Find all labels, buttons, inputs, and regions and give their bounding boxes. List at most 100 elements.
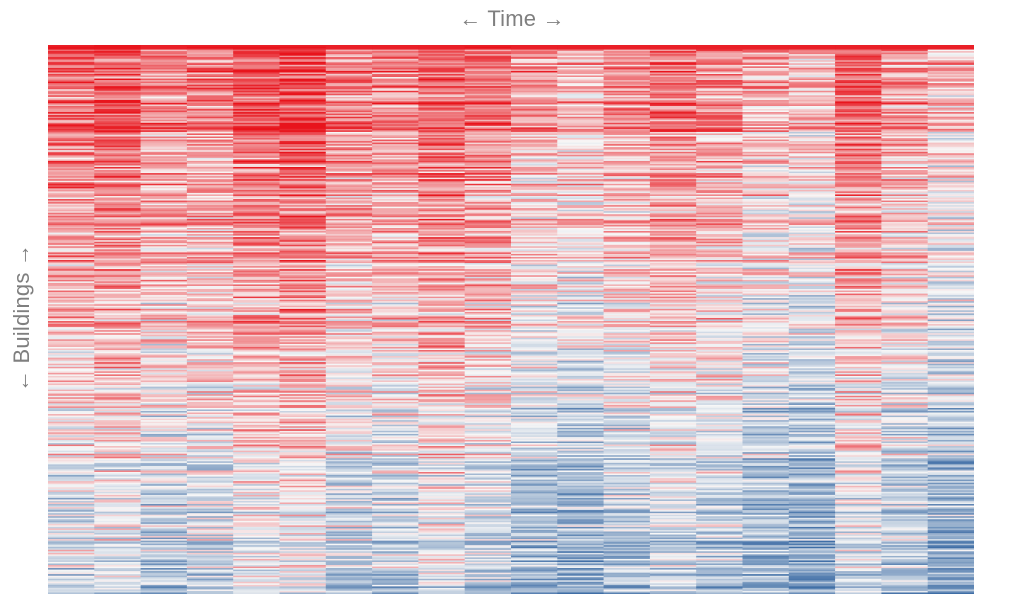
heatmap-cell [511,363,558,366]
heatmap-cell [418,243,466,246]
heatmap-cell [48,520,95,523]
heatmap-cell [603,255,651,258]
heatmap-cell [603,153,651,156]
heatmap-cell [48,458,95,461]
heatmap-cell [186,444,234,447]
heatmap-cell [186,549,234,552]
heatmap-cell [279,237,327,240]
heatmap-cell [557,138,605,140]
heatmap-cell [464,215,512,218]
heatmap-cell [233,313,281,316]
heatmap-cell [325,197,373,200]
heatmap-cell [511,502,558,505]
heatmap-cell [511,407,558,410]
heatmap-cell [557,157,605,160]
heatmap-cell [372,134,419,137]
heatmap-cell [186,497,234,500]
heatmap-cell [233,490,281,493]
heatmap-cell [372,64,419,67]
heatmap-cell [140,533,188,535]
heatmap-cell [464,432,512,435]
heatmap-cell [186,171,234,174]
heatmap-cell [557,397,605,400]
heatmap-cell [186,112,234,114]
heatmap-cell [140,372,188,375]
heatmap-cell [48,481,95,484]
heatmap-cell [511,102,558,105]
heatmap-cell [511,406,558,409]
heatmap-cell [557,118,605,121]
heatmap-cell [325,118,373,121]
heatmap-cell [649,308,697,311]
heatmap-cell [464,296,512,299]
heatmap-cell [186,148,234,151]
heatmap-cell [48,511,95,514]
heatmap-cell [372,162,419,165]
heatmap-cell [464,282,512,285]
heatmap-cell [140,354,188,357]
heatmap-cell [418,314,466,317]
heatmap-cell [140,57,188,60]
heatmap-cell [557,256,605,259]
heatmap-cell [418,322,466,325]
heatmap-cell [279,472,327,474]
heatmap-cell [557,275,605,278]
heatmap-cell [279,182,327,185]
heatmap-cell [94,52,142,55]
heatmap-cell [464,86,512,89]
heatmap-cell [649,244,697,247]
heatmap-cell [464,58,512,61]
heatmap-cell [372,500,419,503]
heatmap-cell [48,231,95,233]
heatmap-cell [603,99,651,102]
heatmap-cell [603,287,651,290]
heatmap-cell [418,362,466,365]
heatmap-cell [557,552,605,555]
heatmap-cell [511,46,558,49]
heatmap-cell [325,147,373,150]
heatmap-cell [279,577,327,580]
heatmap-cell [233,113,281,116]
heatmap-cell [233,401,281,404]
heatmap-cell [325,295,373,297]
heatmap-cell [372,397,419,400]
heatmap-cell [511,298,558,301]
heatmap-cell [649,499,697,502]
heatmap-cell [48,529,95,532]
heatmap-cell [372,302,419,305]
heatmap-cell [325,382,373,384]
heatmap-cell [372,511,419,514]
heatmap-cell [233,115,281,118]
heatmap-cell [418,383,466,386]
heatmap-cell [140,289,188,291]
heatmap-cell [603,533,651,535]
heatmap-cell [372,578,419,581]
heatmap-cell [603,250,651,253]
heatmap-cell [372,561,419,564]
heatmap-cell [186,180,234,183]
heatmap-cell [279,183,327,186]
heatmap-cell [511,436,558,439]
heatmap-cell [511,310,558,313]
heatmap-cell [48,151,95,154]
heatmap-cell [279,531,327,534]
heatmap-cell [186,468,234,471]
heatmap-cell [372,224,419,227]
heatmap-cell [464,107,512,110]
heatmap-cell [557,299,605,302]
heatmap-cell [418,348,466,351]
heatmap-cell [233,51,281,53]
heatmap-cell [325,77,373,79]
heatmap-cell [603,467,651,470]
heatmap-cell [94,298,142,301]
heatmap-cell [140,217,188,220]
heatmap-cell [48,194,95,197]
heatmap-cell [233,54,281,57]
heatmap-cell [372,93,419,96]
heatmap-cell [603,510,651,512]
heatmap-cell [233,485,281,488]
heatmap-cell [48,281,95,284]
heatmap-cell [649,63,697,66]
heatmap-cell [48,307,95,310]
heatmap-cell [325,287,373,290]
